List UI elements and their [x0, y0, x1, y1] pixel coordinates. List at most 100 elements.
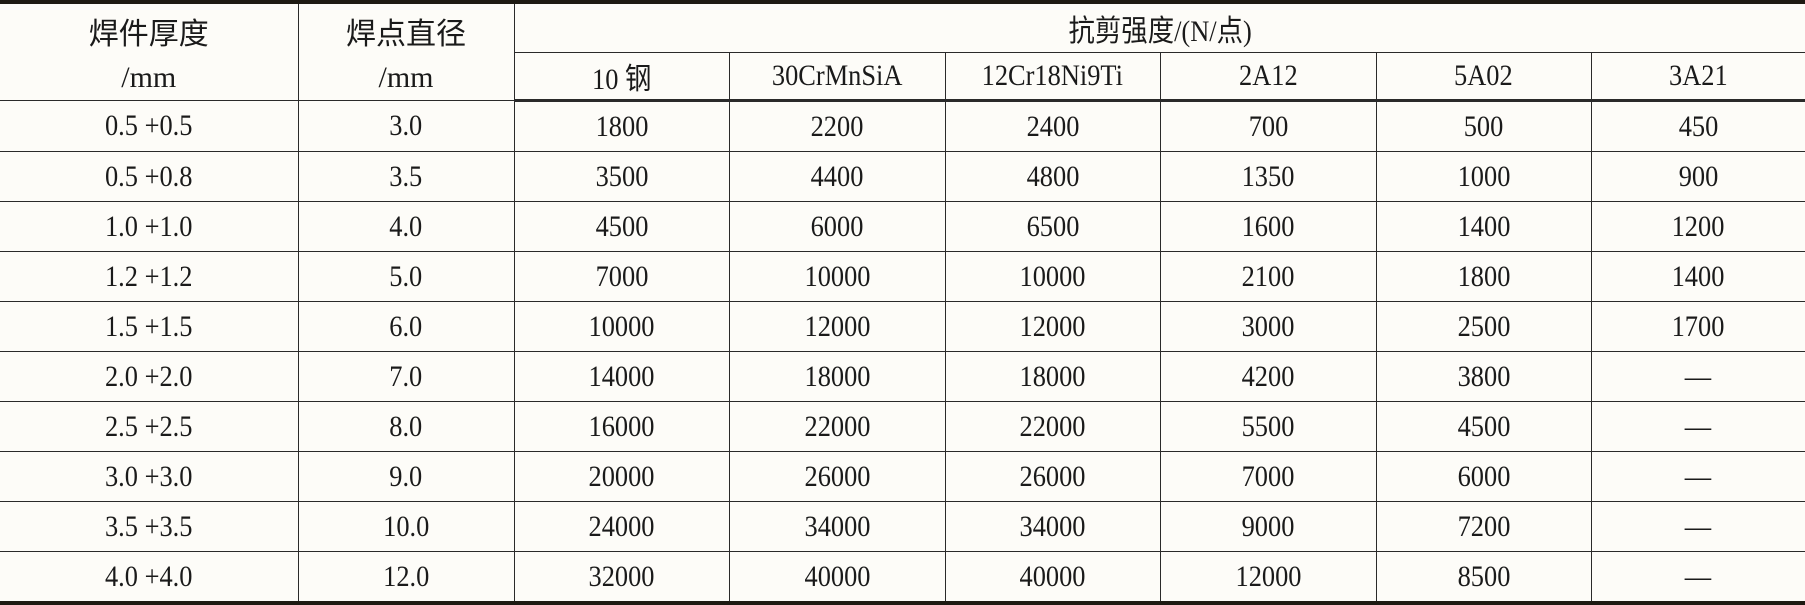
table-cell: 3.5 +3.5	[0, 501, 299, 552]
table-cell: 40000	[944, 551, 1161, 604]
table-cell: 5500	[1159, 401, 1377, 452]
table-cell: 4500	[1375, 401, 1592, 452]
table-cell: 3.0	[297, 100, 515, 152]
header-material: 2A12	[1159, 52, 1377, 102]
table-cell: 1800	[1375, 251, 1592, 302]
table-cell: 2400	[944, 100, 1161, 152]
table-row: 3.0 +3.0 9.0 20000 26000 26000 7000 6000—	[0, 451, 1805, 502]
table-cell: 3500	[513, 151, 730, 202]
table-cell: 900	[1590, 151, 1805, 202]
table-row: 2.5 +2.5 8.0 16000 22000 22000 5500 4500—	[0, 401, 1805, 452]
table-cell: 2500	[1375, 301, 1592, 352]
table-row: 1.5 +1.5 6.0 10000 12000 12000 3000 2500 1700	[0, 301, 1805, 352]
table-cell: 34000	[728, 501, 946, 552]
table-cell: 2100	[1159, 251, 1377, 302]
table-cell: 14000	[513, 351, 730, 402]
table-row: 3.5 +3.5 10.0 24000 34000 34000 9000 7200—	[0, 501, 1805, 552]
table-cell: 1400	[1590, 251, 1805, 302]
table-cell: 22000	[944, 401, 1161, 452]
table-cell: 2200	[728, 100, 946, 152]
table-cell: 10000	[728, 251, 946, 302]
table-cell: 12.0	[297, 551, 515, 604]
table-cell: —	[1590, 501, 1805, 552]
table-row: 0.5 +0.8 3.5 3500 4400 4800 1350 1000 900	[0, 151, 1805, 202]
table-cell: —	[1590, 551, 1805, 604]
table-cell: 10000	[513, 301, 730, 352]
table-cell: 1350	[1159, 151, 1377, 202]
table-cell: 12000	[944, 301, 1161, 352]
table-row: 4.0 +4.0 12.0 32000 40000 40000 12000 8500—	[0, 551, 1805, 604]
table-cell: 1000	[1375, 151, 1592, 202]
table-cell: 1600	[1159, 201, 1377, 252]
table-cell: 4200	[1159, 351, 1377, 402]
table-cell: 3.5	[297, 151, 515, 202]
table-row: 1.0 +1.0 4.0 4500 6000 6500 1600 1400 1200	[0, 201, 1805, 252]
table-cell: 1.5 +1.5	[0, 301, 299, 352]
table-cell: 22000	[728, 401, 946, 452]
table-cell: 6000	[1375, 451, 1592, 502]
table-cell: 2.0 +2.0	[0, 351, 299, 402]
table-cell: 12000	[1159, 551, 1377, 604]
table-cell: 8.0	[297, 401, 515, 452]
table-cell: 1800	[513, 100, 730, 152]
table-cell: 1.0 +1.0	[0, 201, 299, 252]
header-material: 30CrMnSiA	[728, 52, 946, 102]
header-diameter: 焊点直径/mm	[297, 1, 515, 101]
table-cell: 4.0	[297, 201, 515, 252]
table-cell: 8500	[1375, 551, 1592, 604]
table-cell: 4400	[728, 151, 946, 202]
header-material: 5A02	[1375, 52, 1592, 102]
table-cell: 3000	[1159, 301, 1377, 352]
table-cell: 18000	[944, 351, 1161, 402]
table-cell: 700	[1159, 100, 1377, 152]
table-cell: 6500	[944, 201, 1161, 252]
table-row: 0.5 +0.5 3.0 1800 2200 2400 700 500 450	[0, 100, 1805, 152]
table-cell: 7.0	[297, 351, 515, 402]
table-cell: 34000	[944, 501, 1161, 552]
table-cell: 0.5 +0.8	[0, 151, 299, 202]
table-cell: 10.0	[297, 501, 515, 552]
table-cell: 1700	[1590, 301, 1805, 352]
table-cell: 10000	[944, 251, 1161, 302]
header-material: 12Cr18Ni9Ti	[944, 52, 1161, 102]
table-cell: 40000	[728, 551, 946, 604]
table-cell: 26000	[728, 451, 946, 502]
table-cell: 3.0 +3.0	[0, 451, 299, 502]
header-material: 10 钢	[514, 52, 730, 102]
table-cell: 3800	[1375, 351, 1592, 402]
table-cell: 6000	[728, 201, 946, 252]
table-cell: 1200	[1590, 201, 1805, 252]
table-cell: 4800	[944, 151, 1161, 202]
table-cell: 7000	[1159, 451, 1377, 502]
table-cell: 18000	[728, 351, 946, 402]
header-shear-strength: 抗剪强度/(N/点)	[513, 1, 1805, 53]
header-material: 3A21	[1590, 52, 1805, 102]
table-cell: 1.2 +1.2	[0, 251, 299, 302]
header-thickness: 焊件厚度/mm	[0, 1, 299, 101]
table-cell: 4500	[513, 201, 730, 252]
table-cell: 2.5 +2.5	[0, 401, 299, 452]
table-row: 1.2 +1.2 5.0 7000 10000 10000 2100 1800 1400	[0, 251, 1805, 302]
table-cell: 6.0	[297, 301, 515, 352]
table-cell: 450	[1590, 100, 1805, 152]
table-row: 2.0 +2.0 7.0 14000 18000 18000 4200 3800—	[0, 351, 1805, 402]
table-cell: 4.0 +4.0	[0, 551, 299, 604]
table-cell: 1400	[1375, 201, 1592, 252]
table-cell: 0.5 +0.5	[0, 100, 299, 152]
table-cell: 9.0	[297, 451, 515, 502]
table-cell: 26000	[944, 451, 1161, 502]
table-cell: 7200	[1375, 501, 1592, 552]
table-cell: —	[1590, 351, 1805, 402]
table-cell: 16000	[513, 401, 730, 452]
table-cell: —	[1590, 401, 1805, 452]
table-cell: 20000	[513, 451, 730, 502]
table-cell: 7000	[513, 251, 730, 302]
table-cell: 500	[1375, 100, 1592, 152]
table-cell: 12000	[728, 301, 946, 352]
table-cell: 9000	[1159, 501, 1377, 552]
table-cell: 24000	[513, 501, 730, 552]
table-cell: 5.0	[297, 251, 515, 302]
table-cell: —	[1590, 451, 1805, 502]
table-cell: 32000	[513, 551, 730, 604]
